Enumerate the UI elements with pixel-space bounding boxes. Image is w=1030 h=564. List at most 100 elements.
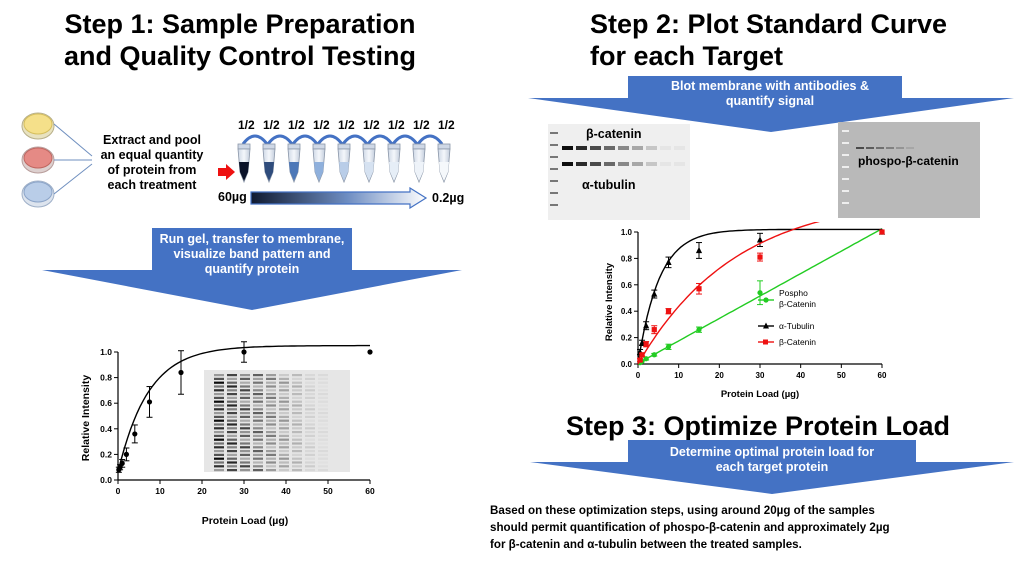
step1-qc-chart: 0 10 20 30 40 50 60 0.0 0.2 0.4 0.6 0.8 1.0 Protein … <box>80 341 375 527</box>
blot-band <box>604 162 615 166</box>
dilution-arc <box>316 134 344 145</box>
step1-title-line1: Step 1: Sample Preparation <box>64 9 416 39</box>
step1-process-arrow <box>42 228 462 310</box>
dilution-labels: 1/2 1/2 1/2 1/2 1/2 1/2 1/2 1/2 1/2 <box>238 118 455 132</box>
x-tick-label: 0 <box>636 371 641 380</box>
step1-title-line2: and Quality Control Testing <box>63 41 416 71</box>
x-tick-label: 20 <box>197 486 207 496</box>
legend-label: Pospho <box>779 288 808 298</box>
step3-process-arrow <box>530 440 1014 494</box>
dilution-label: 1/2 <box>238 118 255 132</box>
y-tick-label: 0.6 <box>621 281 633 290</box>
step2-arrow-text-line: Blot membrane with antibodies & <box>671 79 869 93</box>
blot-label-beta-catenin: β-catenin <box>586 127 642 141</box>
data-point <box>123 451 129 457</box>
data-point <box>132 431 138 437</box>
conclusion-line: should permit quantification of phospo-β… <box>490 521 890 534</box>
dilution-arc <box>391 134 419 145</box>
data-point <box>146 399 153 405</box>
y-axis-label: Relative Intensity <box>80 375 92 462</box>
gradient-end-label: 0.2µg <box>432 191 465 205</box>
y-tick-label: 0.4 <box>100 424 112 434</box>
step1-title: Step 1: Sample Preparation and Quality C… <box>30 8 450 72</box>
extract-text-line: each treatment <box>107 178 197 192</box>
blot-band <box>856 147 864 149</box>
connector-line <box>53 163 93 195</box>
blot-band <box>674 162 685 166</box>
blot-label-alpha-tubulin: α-tubulin <box>582 178 636 192</box>
legend-marker <box>763 339 768 345</box>
dilution-label: 1/2 <box>413 118 430 132</box>
dilution-tubes <box>237 134 451 184</box>
step2-title-line2: for each Target <box>590 41 784 71</box>
dilution-arc <box>241 134 269 145</box>
blot-band <box>590 162 601 166</box>
blot-band <box>866 147 874 149</box>
x-tick-label: 10 <box>155 486 165 496</box>
data-point <box>696 286 702 292</box>
step3-arrow-text: Determine optimal protein load for each … <box>630 445 914 475</box>
x-tick-label: 40 <box>796 371 805 380</box>
blot-band <box>632 146 643 150</box>
y-tick-label: 0.8 <box>621 254 633 263</box>
blot-band <box>646 162 657 166</box>
microtube <box>312 134 344 184</box>
x-axis-label: Protein Load (µg) <box>721 389 799 400</box>
step1-arrow-text-line: visualize band pattern and <box>173 247 331 261</box>
blot-band <box>590 146 601 150</box>
step1-arrow-text-line: Run gel, transfer to membrane, <box>159 232 345 246</box>
y-tick-label: 0.8 <box>100 373 112 383</box>
western-blot-catenin-tubulin <box>548 124 690 220</box>
x-tick-label: 20 <box>715 371 724 380</box>
conclusion-line: Based on these optimization steps, using… <box>490 504 875 517</box>
step3-title: Step 3: Optimize Protein Load <box>566 411 951 441</box>
data-point <box>665 258 672 265</box>
step2-title-line1: Step 2: Plot Standard Curve <box>590 9 948 39</box>
microtube <box>237 134 269 184</box>
blot-band <box>876 147 884 149</box>
x-tick-label: 30 <box>239 486 249 496</box>
step2-title: Step 2: Plot Standard Curve for each Tar… <box>590 8 1010 72</box>
step3-arrow-text-line: each target protein <box>715 460 829 474</box>
microtube <box>337 134 369 184</box>
series-line <box>637 228 882 365</box>
microtube <box>362 134 394 184</box>
data-point <box>637 357 643 363</box>
microtube <box>287 134 319 184</box>
dilution-label: 1/2 <box>338 118 355 132</box>
dilution-label: 1/2 <box>263 118 280 132</box>
dilution-label: 1/2 <box>438 118 455 132</box>
x-tick-label: 40 <box>281 486 291 496</box>
step1-arrow-text: Run gel, transfer to membrane, visualize… <box>142 232 362 277</box>
gradient-start-label: 60µg <box>218 190 247 204</box>
y-tick-label: 1.0 <box>621 228 633 237</box>
dilution-arc <box>416 134 444 145</box>
dish-red <box>21 146 55 174</box>
dilution-arc <box>366 134 394 145</box>
data-point <box>241 349 247 355</box>
blot-band <box>646 146 657 150</box>
legend-label: β-Catenin <box>779 337 816 347</box>
conclusion-text: Based on these optimization steps, using… <box>490 502 1020 553</box>
data-point <box>879 229 885 235</box>
data-point <box>651 327 657 333</box>
gel-image <box>204 370 350 472</box>
series-line <box>637 222 820 365</box>
data-point <box>695 246 703 254</box>
dilution-label: 1/2 <box>363 118 380 132</box>
microtube <box>387 134 419 184</box>
x-tick-label: 60 <box>878 371 887 380</box>
dilution-arc <box>291 134 319 145</box>
red-pointer-arrow-icon <box>218 164 235 180</box>
blot-band <box>886 147 894 149</box>
x-axis-label: Protein Load (µg) <box>202 515 289 527</box>
data-point <box>643 341 649 347</box>
x-tick-label: 60 <box>365 486 375 496</box>
data-point <box>757 254 763 260</box>
extract-text-line: of protein from <box>107 163 197 177</box>
legend-label: β-Catenin <box>779 299 816 309</box>
x-tick-label: 50 <box>837 371 846 380</box>
blot-band <box>632 162 643 166</box>
blot-band <box>674 146 685 150</box>
extract-text: Extract and pool an equal quantity of pr… <box>86 133 218 193</box>
